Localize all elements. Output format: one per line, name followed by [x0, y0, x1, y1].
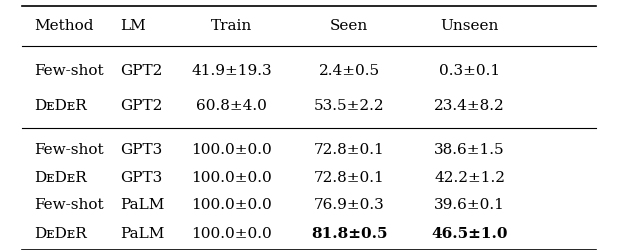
Text: 23.4±8.2: 23.4±8.2	[434, 99, 505, 113]
Text: LM: LM	[121, 19, 146, 33]
Text: GPT2: GPT2	[121, 99, 163, 113]
Text: 100.0±0.0: 100.0±0.0	[192, 227, 272, 241]
Text: 72.8±0.1: 72.8±0.1	[314, 170, 384, 184]
Text: 60.8±4.0: 60.8±4.0	[197, 99, 267, 113]
Text: GPT3: GPT3	[121, 170, 163, 184]
Text: 42.2±1.2: 42.2±1.2	[434, 170, 505, 184]
Text: DᴇDᴇR: DᴇDᴇR	[34, 99, 87, 113]
Text: 72.8±0.1: 72.8±0.1	[314, 143, 384, 157]
Text: 76.9±0.3: 76.9±0.3	[314, 198, 384, 212]
Text: 100.0±0.0: 100.0±0.0	[192, 198, 272, 212]
Text: PaLM: PaLM	[121, 227, 165, 241]
Text: Train: Train	[211, 19, 252, 33]
Text: Method: Method	[34, 19, 93, 33]
Text: DᴇDᴇR: DᴇDᴇR	[34, 170, 87, 184]
Text: 53.5±2.2: 53.5±2.2	[314, 99, 384, 113]
Text: PaLM: PaLM	[121, 198, 165, 212]
Text: Few-shot: Few-shot	[34, 64, 104, 78]
Text: 0.3±0.1: 0.3±0.1	[439, 64, 500, 78]
Text: Few-shot: Few-shot	[34, 143, 104, 157]
Text: Seen: Seen	[330, 19, 368, 33]
Text: 39.6±0.1: 39.6±0.1	[434, 198, 505, 212]
Text: GPT2: GPT2	[121, 64, 163, 78]
Text: 2.4±0.5: 2.4±0.5	[319, 64, 379, 78]
Text: 100.0±0.0: 100.0±0.0	[192, 170, 272, 184]
Text: 81.8±0.5: 81.8±0.5	[311, 227, 387, 241]
Text: 100.0±0.0: 100.0±0.0	[192, 143, 272, 157]
Text: 46.5±1.0: 46.5±1.0	[431, 227, 508, 241]
Text: DᴇDᴇR: DᴇDᴇR	[34, 227, 87, 241]
Text: Unseen: Unseen	[441, 19, 499, 33]
Text: 41.9±19.3: 41.9±19.3	[192, 64, 272, 78]
Text: GPT3: GPT3	[121, 143, 163, 157]
Text: Few-shot: Few-shot	[34, 198, 104, 212]
Text: 38.6±1.5: 38.6±1.5	[434, 143, 505, 157]
